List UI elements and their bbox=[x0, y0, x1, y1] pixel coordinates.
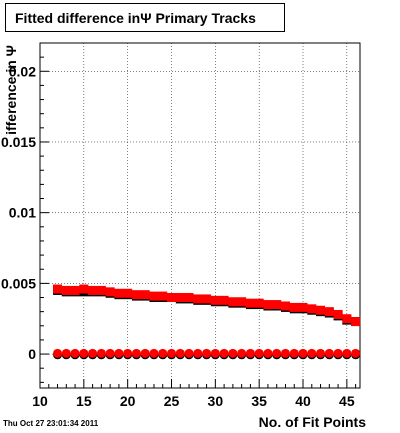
x-tick-label: 15 bbox=[76, 393, 92, 409]
data-point-square bbox=[167, 293, 177, 303]
data-point-circle bbox=[272, 348, 282, 358]
x-axis-title: No. of Fit Points bbox=[259, 414, 367, 430]
plot-frame bbox=[39, 42, 361, 389]
data-point-circle bbox=[61, 348, 71, 358]
data-point-square bbox=[254, 298, 264, 308]
x-tick-label: 35 bbox=[251, 393, 267, 409]
data-point-circle bbox=[149, 348, 159, 358]
data-point-square bbox=[131, 290, 141, 300]
data-point-square bbox=[324, 307, 334, 317]
data-point-circle bbox=[228, 348, 238, 358]
data-point-circle bbox=[298, 348, 308, 358]
data-point-circle bbox=[342, 348, 352, 358]
data-point-circle bbox=[123, 348, 133, 358]
data-point-square bbox=[123, 288, 133, 298]
data-point-circle bbox=[324, 348, 334, 358]
y-tick-labels: 0 0.005 0.01 0.015 0.02 bbox=[1, 63, 36, 362]
data-point-circle bbox=[280, 348, 290, 358]
data-point-square bbox=[61, 285, 71, 295]
data-point-square bbox=[307, 304, 317, 314]
data-point-square bbox=[342, 314, 352, 324]
data-point-square bbox=[149, 291, 159, 301]
data-point-square bbox=[272, 300, 282, 310]
data-point-circle bbox=[53, 348, 63, 358]
data-point-square bbox=[79, 284, 89, 294]
data-point-circle bbox=[316, 348, 326, 358]
data-point-circle bbox=[88, 348, 98, 358]
data-point-square bbox=[298, 302, 308, 312]
data-point-square bbox=[175, 293, 185, 303]
data-point-circle bbox=[70, 348, 80, 358]
title-box: Fitted difference inΨ Primary Tracks bbox=[5, 3, 285, 32]
data-point-square bbox=[114, 288, 124, 298]
y-tick-label: 0.02 bbox=[9, 63, 36, 79]
x-tick-label: 20 bbox=[120, 393, 136, 409]
data-point-circle bbox=[202, 348, 212, 358]
y-tick-label: 0.01 bbox=[9, 205, 36, 221]
data-point-circle bbox=[210, 348, 220, 358]
data-point-circle bbox=[193, 348, 203, 358]
data-point-circle bbox=[140, 348, 150, 358]
data-point-circle bbox=[245, 348, 255, 358]
data-point-square bbox=[158, 291, 168, 301]
data-points bbox=[53, 284, 361, 360]
data-point-square bbox=[280, 301, 290, 311]
data-point-square bbox=[237, 297, 247, 307]
data-point-square bbox=[96, 285, 106, 295]
data-point-square bbox=[228, 297, 238, 307]
chart-title: Fitted difference inΨ Primary Tracks bbox=[15, 10, 256, 26]
y-tick-label: 0.015 bbox=[1, 134, 36, 150]
data-point-circle bbox=[333, 348, 343, 358]
y-axis-title: ifference in Ψ bbox=[3, 45, 19, 135]
grid-lines bbox=[39, 43, 360, 388]
timestamp: Thu Oct 27 23:01:34 2011 bbox=[3, 419, 99, 428]
data-point-circle bbox=[105, 348, 115, 358]
y-tick-label: 0.005 bbox=[1, 275, 36, 291]
data-point-square bbox=[245, 298, 255, 308]
data-point-circle bbox=[237, 348, 247, 358]
data-point-circle bbox=[184, 348, 194, 358]
data-point-square bbox=[289, 302, 299, 312]
data-point-circle bbox=[167, 348, 177, 358]
data-point-circle bbox=[219, 348, 229, 358]
data-point-circle bbox=[158, 348, 168, 358]
x-tick-label: 40 bbox=[295, 393, 311, 409]
data-point-square bbox=[193, 294, 203, 304]
data-point-square bbox=[351, 317, 361, 327]
data-point-circle bbox=[79, 348, 89, 358]
x-tick-label: 45 bbox=[339, 393, 355, 409]
y-tick-label: 0 bbox=[28, 346, 36, 362]
data-point-square bbox=[88, 285, 98, 295]
x-tick-labels: 10 15 20 25 30 35 40 45 bbox=[32, 393, 355, 409]
data-point-square bbox=[210, 295, 220, 305]
data-point-square bbox=[333, 309, 343, 319]
data-point-circle bbox=[307, 348, 317, 358]
data-point-circle bbox=[131, 348, 141, 358]
data-point-circle bbox=[114, 348, 124, 358]
data-point-circle bbox=[289, 348, 299, 358]
x-tick-label: 25 bbox=[164, 393, 180, 409]
data-point-circle bbox=[96, 348, 106, 358]
data-point-square bbox=[263, 300, 273, 310]
data-point-square bbox=[219, 295, 229, 305]
data-point-square bbox=[140, 290, 150, 300]
x-tick-label: 30 bbox=[208, 393, 224, 409]
data-point-square bbox=[53, 284, 63, 294]
data-point-circle bbox=[175, 348, 185, 358]
axis-ticks bbox=[39, 56, 357, 388]
x-tick-label: 10 bbox=[32, 393, 48, 409]
data-point-square bbox=[316, 305, 326, 315]
data-point-circle bbox=[351, 348, 361, 358]
data-point-square bbox=[202, 294, 212, 304]
data-point-circle bbox=[263, 348, 273, 358]
data-point-circle bbox=[254, 348, 264, 358]
data-point-square bbox=[105, 287, 115, 297]
data-point-square bbox=[184, 293, 194, 303]
data-point-square bbox=[70, 285, 80, 295]
